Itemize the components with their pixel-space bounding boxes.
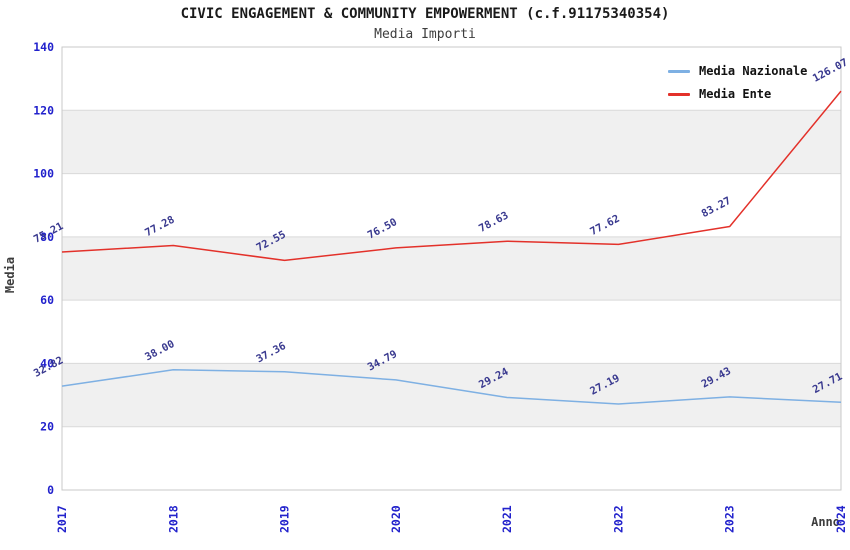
legend: Media Nazionale Media Ente <box>668 62 807 103</box>
data-point-label: 83.27 <box>699 195 733 220</box>
data-point-label: 78.63 <box>477 209 511 234</box>
x-tick-label: 2020 <box>389 505 403 533</box>
y-tick-label: 120 <box>33 103 54 117</box>
y-tick-label: 60 <box>40 293 54 307</box>
x-tick-label: 2017 <box>55 505 69 533</box>
x-tick-label: 2018 <box>166 505 180 533</box>
y-tick-label: 40 <box>40 356 54 370</box>
y-tick-label: 140 <box>33 40 54 54</box>
data-point-label: 77.28 <box>143 214 177 239</box>
data-point-label: 126.07 <box>811 56 850 84</box>
plot-band <box>62 363 841 427</box>
chart-subtitle: Media Importi <box>374 27 476 42</box>
y-tick-label: 0 <box>47 483 54 497</box>
x-tick-label: 2024 <box>834 505 848 533</box>
y-tick-label: 20 <box>40 420 54 434</box>
legend-label: Media Nazionale <box>699 64 808 78</box>
data-point-label: 37.36 <box>254 340 288 365</box>
legend-item: Media Nazionale <box>668 62 807 80</box>
series-line <box>61 369 842 405</box>
plot-border <box>61 46 842 491</box>
legend-item: Media Ente <box>668 85 807 103</box>
x-tick-label: 2023 <box>723 505 737 533</box>
legend-label: Media Ente <box>699 87 772 101</box>
x-tick-label: 2021 <box>500 505 514 533</box>
data-point-label: 38.00 <box>143 338 177 363</box>
y-tick-label: 100 <box>33 167 54 181</box>
data-point-label: 77.62 <box>588 213 622 238</box>
legend-line-swatch <box>668 69 690 73</box>
x-tick-label: 2022 <box>611 505 625 533</box>
chart-title: CIVIC ENGAGEMENT & COMMUNITY EMPOWERMENT… <box>180 6 670 22</box>
x-axis-label: Anno <box>811 515 840 529</box>
y-tick-label: 80 <box>40 230 54 244</box>
legend-line-swatch <box>668 92 690 96</box>
x-tick-label: 2019 <box>278 505 292 533</box>
series-line <box>61 90 842 262</box>
plot-band <box>62 110 841 174</box>
